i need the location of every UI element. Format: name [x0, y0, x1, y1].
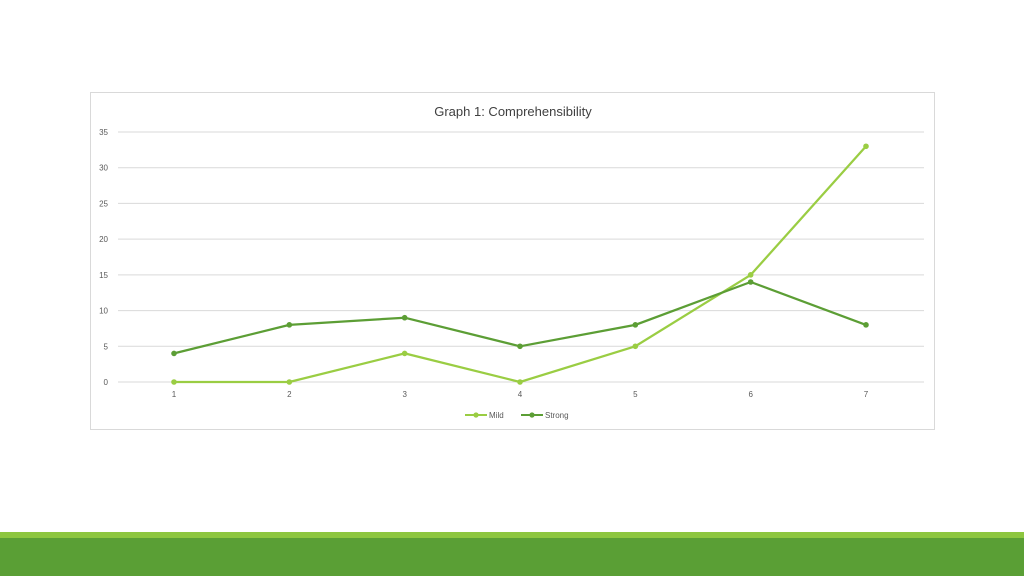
x-tick-label: 5 [633, 390, 638, 399]
y-tick-label: 0 [104, 378, 109, 387]
chart-container: Graph 1: Comprehensibility 0 5 10 15 20 25 30 3… [90, 92, 935, 430]
line-chart: Graph 1: Comprehensibility 0510152025303… [99, 104, 924, 420]
chart-title: Graph 1: Comprehensibility [434, 104, 592, 119]
data-point-mild [171, 379, 177, 385]
data-point-mild [286, 379, 293, 385]
legend-swatch-marker [529, 412, 535, 418]
x-axis-ticks: 1 2 3 4 5 6 7 [172, 390, 869, 399]
y-tick-label: 30 [99, 164, 108, 173]
data-point-strong [171, 350, 177, 357]
series-layer [171, 143, 869, 385]
x-tick-label: 2 [287, 390, 292, 399]
series-mild [171, 143, 869, 385]
data-point-mild [747, 272, 754, 278]
x-tick-label: 3 [402, 390, 407, 399]
x-tick-label: 4 [518, 390, 523, 399]
legend[interactable]: Mild Strong [465, 411, 569, 420]
data-point-strong [632, 322, 639, 328]
legend-swatch-marker [473, 412, 479, 418]
data-point-strong [863, 322, 869, 328]
y-tick-label: 5 [104, 342, 109, 351]
y-tick-label: 20 [99, 235, 108, 244]
gridlines [118, 131, 924, 383]
data-point-mild [863, 143, 869, 150]
series-line-strong [172, 280, 868, 355]
data-point-strong [517, 343, 523, 350]
data-point-strong [401, 314, 408, 321]
data-point-strong [286, 322, 293, 328]
y-tick-label: 25 [99, 199, 108, 208]
y-axis-ticks: 0 5 10 15 20 25 30 35 [99, 128, 108, 387]
legend-label: Strong [545, 411, 569, 420]
data-point-mild [517, 379, 523, 385]
legend-item-mild[interactable]: Mild [465, 411, 504, 420]
x-tick-label: 1 [172, 390, 177, 399]
footer-accent-stripe [0, 532, 1024, 538]
y-tick-label: 10 [99, 307, 108, 316]
footer-bar [0, 538, 1024, 576]
y-tick-label: 35 [99, 128, 108, 137]
data-point-mild [632, 343, 639, 350]
data-point-mild [401, 350, 408, 357]
x-tick-label: 6 [748, 390, 753, 399]
legend-item-strong[interactable]: Strong [521, 411, 569, 420]
x-tick-label: 7 [864, 390, 869, 399]
y-tick-label: 15 [99, 271, 108, 280]
series-strong [171, 279, 869, 357]
data-point-strong [747, 279, 754, 285]
legend-label: Mild [489, 411, 504, 420]
